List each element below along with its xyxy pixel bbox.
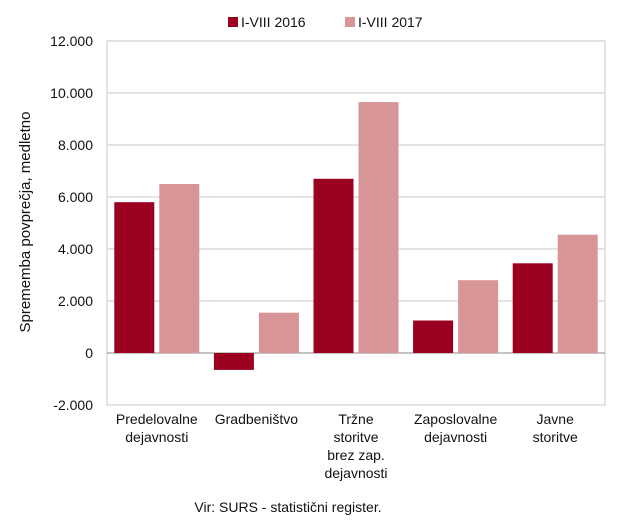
y-tick-label: 0 (85, 345, 93, 361)
x-axis: Predelovalne dejavnosti Gradbeništvo Tržne s… (116, 411, 578, 481)
bar (557, 234, 598, 353)
x-tick-label: Javne storitve (533, 411, 578, 445)
source-note: Vir: SURS - statistični register. (194, 499, 381, 515)
bar (358, 102, 399, 353)
y-axis: -2.000 0 2.000 4.000 6.000 8.000 10.000 12.000 (50, 33, 93, 413)
bar (512, 263, 553, 353)
x-tick-label: Zaposlovalne dejavnosti (414, 411, 497, 445)
legend-swatch (345, 17, 355, 27)
x-tick-label: Gradbeništvo (215, 411, 298, 427)
y-tick-label: 10.000 (50, 85, 93, 101)
bar (413, 320, 454, 353)
y-tick-label: 4.000 (58, 241, 93, 257)
y-tick-label: -2.000 (53, 397, 93, 413)
y-tick-label: 12.000 (50, 33, 93, 49)
bar (114, 202, 155, 353)
legend-label: I-VIII 2016 (241, 14, 306, 30)
bar (159, 184, 200, 353)
bar (313, 178, 354, 353)
y-axis-label: Sprememba povprečja, medletno (17, 112, 34, 333)
legend: I-VIII 2016 I-VIII 2017 (228, 14, 423, 30)
y-tick-label: 2.000 (58, 293, 93, 309)
bars (114, 102, 598, 370)
y-tick-label: 8.000 (58, 137, 93, 153)
x-tick-label: Predelovalne dejavnosti (116, 411, 198, 445)
bar (258, 312, 299, 353)
bar (458, 280, 499, 353)
x-tick-label: Tržne storitve brez zap. dejavnosti (324, 411, 387, 481)
bar (213, 353, 254, 370)
y-tick-label: 6.000 (58, 189, 93, 205)
legend-label: I-VIII 2017 (358, 14, 423, 30)
legend-swatch (228, 17, 238, 27)
